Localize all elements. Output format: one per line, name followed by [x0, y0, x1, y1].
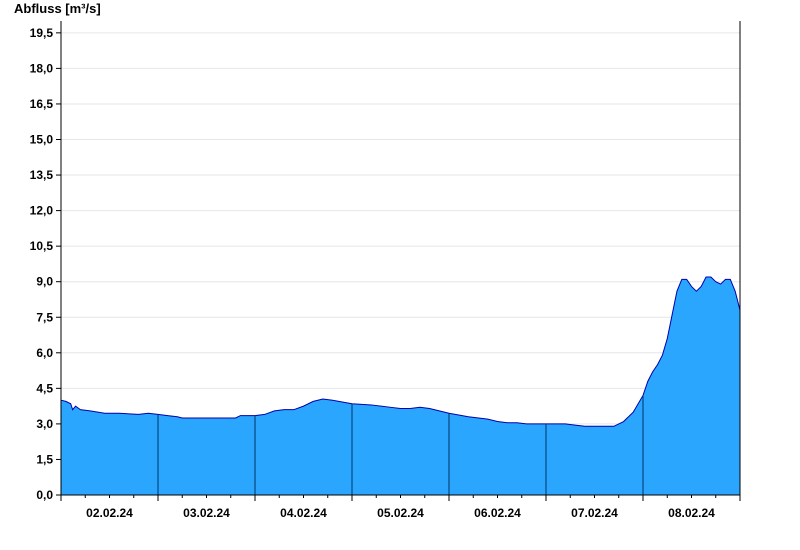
x-axis-ticks: 02.02.24 03.02.24 04.02.24 05.02.24 06.02.24…: [60, 495, 741, 520]
y-tick-label-2: 3,0: [36, 417, 53, 431]
x-tick-label-3: 05.02.24: [377, 506, 424, 520]
y-axis-ticks: 0,0 1,5 3,0 4,5 6,0 7,5 9,0 10,5 12,0 13,5 15,0 16,…: [30, 26, 61, 502]
grid-lines: [61, 32, 740, 496]
series-area-fill: [61, 276, 740, 495]
x-tick-label-5: 07.02.24: [571, 506, 618, 520]
y-axis-title: Abfluss [m³/s]: [14, 1, 101, 16]
x-tick-label-0: 02.02.24: [86, 506, 133, 520]
series-line: [60, 276, 741, 427]
x-tick-label-2: 04.02.24: [280, 506, 327, 520]
y-tick-label-8: 12,0: [30, 204, 54, 218]
y-tick-label-0: 0,0: [36, 488, 53, 502]
y-tick-label-3: 4,5: [36, 381, 53, 395]
y-tick-label-5: 7,5: [36, 310, 53, 324]
day-separators: [157, 395, 644, 495]
y-tick-label-13: 19,5: [30, 26, 54, 40]
y-tick-label-1: 1,5: [36, 452, 53, 466]
y-tick-label-6: 9,0: [36, 275, 53, 289]
x-tick-label-1: 03.02.24: [183, 506, 230, 520]
y-tick-label-11: 16,5: [30, 97, 54, 111]
x-tick-label-6: 08.02.24: [668, 506, 715, 520]
y-tick-label-4: 6,0: [36, 346, 53, 360]
x-tick-label-4: 06.02.24: [474, 506, 521, 520]
y-tick-label-7: 10,5: [30, 239, 54, 253]
y-tick-label-12: 18,0: [30, 61, 54, 75]
y-tick-label-10: 15,0: [30, 133, 54, 147]
series-area: [60, 276, 741, 495]
y-tick-label-9: 13,5: [30, 168, 54, 182]
